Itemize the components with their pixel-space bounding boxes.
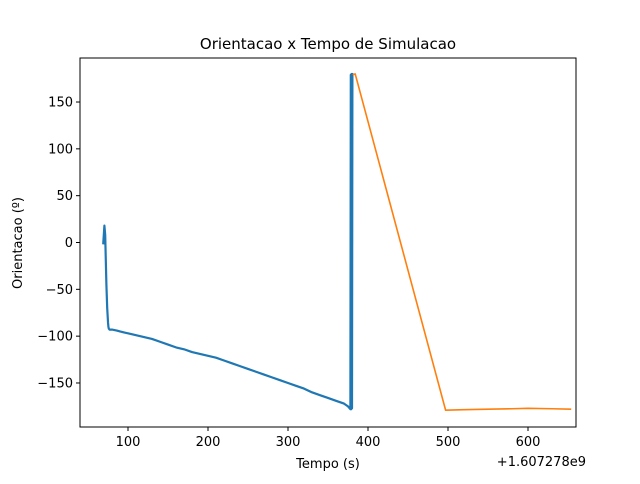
plot-area	[102, 72, 572, 411]
y-tick-label: −100	[37, 330, 73, 345]
x-tick-label: 400	[356, 435, 381, 450]
series-line-1	[102, 72, 354, 411]
y-tick-label: 150	[48, 96, 73, 111]
x-tick-label: 500	[436, 435, 461, 450]
series-line-2	[352, 73, 572, 411]
y-axis-label: Orientacao (º)	[11, 197, 26, 289]
axes: 100 200 300 400 500 600 −150 −100 −50 0 50 100 150	[37, 57, 577, 450]
x-tick-label: 100	[116, 435, 141, 450]
x-tick-label: 200	[196, 435, 221, 450]
y-tick-label: −50	[46, 283, 73, 298]
y-tick-label: 0	[65, 236, 73, 251]
y-tick-label: 100	[48, 142, 73, 157]
y-tick-label: 50	[56, 189, 73, 204]
x-tick-label: 600	[516, 435, 541, 450]
x-tick-label: 300	[276, 435, 301, 450]
y-tick-label: −150	[37, 376, 73, 391]
x-axis-offset-label: +1.607278e9	[497, 455, 586, 470]
x-axis-label: Tempo (s)	[295, 457, 360, 472]
chart-title: Orientacao x Tempo de Simulacao	[200, 35, 456, 53]
